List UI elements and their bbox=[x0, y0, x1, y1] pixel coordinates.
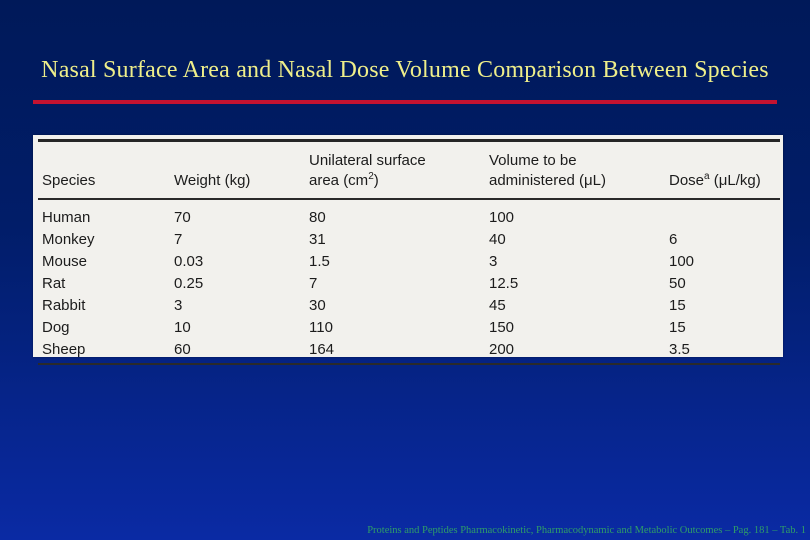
table-header-row: Species Weight (kg) Unilateral surface ar… bbox=[38, 139, 780, 200]
cell-weight: 10 bbox=[174, 319, 191, 336]
title-divider-line bbox=[33, 100, 777, 104]
cell-area: 1.5 bbox=[309, 253, 330, 270]
cell-area: 30 bbox=[309, 297, 326, 314]
cell-dose: 15 bbox=[669, 297, 686, 314]
cell-dose: 3.5 bbox=[665, 336, 780, 365]
cell-species: Rat bbox=[42, 275, 66, 292]
col-header-volume: Volume to be administered (μL) bbox=[485, 139, 665, 200]
cell-species: Monkey bbox=[42, 231, 95, 248]
table-row: Sheep 60 164 200 3.5 bbox=[38, 336, 780, 365]
table-row: Rabbit 3 30 45 15 bbox=[38, 292, 780, 314]
cell-weight: 7 bbox=[174, 231, 183, 248]
cell-volume: 150 bbox=[489, 319, 515, 336]
cell-volume: 40 bbox=[489, 231, 506, 248]
cell-volume: 45 bbox=[489, 297, 506, 314]
cell-area: 164 bbox=[305, 336, 485, 365]
cell-dose: 100 bbox=[669, 253, 695, 270]
source-citation: Proteins and Peptides Pharmacokinetic, P… bbox=[367, 525, 806, 536]
cell-weight: 70 bbox=[174, 209, 191, 226]
cell-area: 31 bbox=[309, 231, 326, 248]
slide-title: Nasal Surface Area and Nasal Dose Volume… bbox=[41, 57, 769, 83]
col-header-weight: Weight (kg) bbox=[170, 139, 305, 200]
cell-species: Dog bbox=[42, 319, 70, 336]
cell-area: 80 bbox=[309, 209, 326, 226]
cell-dose: 15 bbox=[669, 319, 686, 336]
cell-volume: 12.5 bbox=[489, 275, 519, 292]
species-comparison-table: Species Weight (kg) Unilateral surface ar… bbox=[38, 139, 780, 365]
cell-species: Sheep bbox=[38, 336, 170, 365]
cell-species: Human bbox=[42, 209, 91, 226]
table-row: Monkey 7 31 40 6 bbox=[38, 226, 780, 248]
species-comparison-table-image: Species Weight (kg) Unilateral surface ar… bbox=[33, 135, 783, 365]
cell-weight: 3 bbox=[174, 297, 183, 314]
cell-area: 7 bbox=[309, 275, 318, 292]
cell-volume: 3 bbox=[489, 253, 498, 270]
cell-volume: 100 bbox=[489, 209, 515, 226]
cell-dose: 50 bbox=[669, 275, 686, 292]
cell-species: Mouse bbox=[42, 253, 88, 270]
table-row: Mouse 0.03 1.5 3 100 bbox=[38, 248, 780, 270]
cell-area: 110 bbox=[309, 319, 333, 336]
col-header-surface-area: Unilateral surface area (cm2) bbox=[305, 139, 485, 200]
table-row: Rat 0.25 7 12.5 50 bbox=[38, 270, 780, 292]
cell-volume: 200 bbox=[485, 336, 665, 365]
cell-weight: 0.25 bbox=[174, 275, 204, 292]
cell-species: Rabbit bbox=[42, 297, 86, 314]
cell-dose bbox=[665, 199, 780, 226]
table-row: Human 70 80 100 bbox=[38, 199, 780, 226]
cell-weight: 0.03 bbox=[174, 253, 204, 270]
col-header-species: Species bbox=[38, 139, 170, 200]
table-row: Dog 10 110 150 15 bbox=[38, 314, 780, 336]
cell-dose: 6 bbox=[669, 231, 678, 248]
col-header-dose: Dosea (μL/kg) bbox=[665, 139, 780, 200]
cell-weight: 60 bbox=[170, 336, 305, 365]
